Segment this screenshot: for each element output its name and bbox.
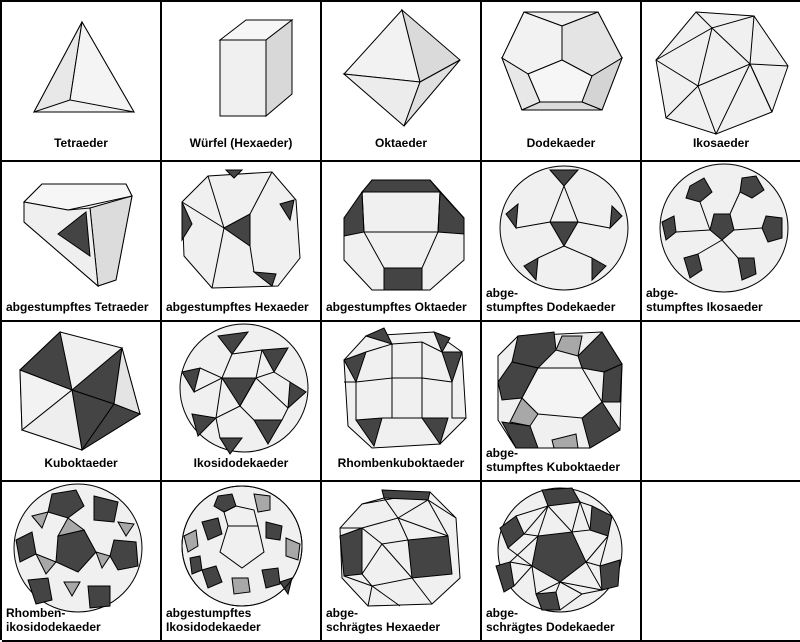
abgestumpftes-hexaeder-figure — [181, 169, 301, 289]
rhombenkuboktaeder-figure — [343, 327, 467, 449]
label-abgestumpftes-hexaeder: abgestumpftes Hexaeder — [166, 300, 309, 314]
cell-ikosidodekaeder: Ikosidodekaeder — [162, 322, 322, 482]
cell-rhombenkuboktaeder: Rhombenkuboktaeder — [322, 322, 482, 482]
label-abgestumpftes-ikosaeder: abge- stumpftes Ikosaeder — [646, 286, 763, 314]
ikosaeder-figure — [655, 11, 789, 136]
cell-abgestumpftes-ikosidodekaeder: abgestumpftes Ikosidodekaeder — [162, 482, 322, 642]
label-abgestumpftes-dodekaeder: abge- stumpftes Dodekaeder — [486, 286, 616, 314]
rhombenikosidodekaeder-figure — [13, 483, 143, 613]
label-ikosidodekaeder: Ikosidodekaeder — [193, 456, 289, 470]
label-oktaeder: Oktaeder — [374, 136, 428, 150]
label-rhombenikosidodekaeder: Rhomben- ikosidodekaeder — [6, 606, 101, 634]
kuboktaeder-figure — [19, 331, 142, 452]
cell-dodekaeder: Dodekaeder — [482, 2, 642, 162]
cell-abgestumpftes-tetraeder: abgestumpftes Tetraeder — [2, 162, 162, 322]
cell-oktaeder: Oktaeder — [322, 2, 482, 162]
label-kuboktaeder: Kuboktaeder — [44, 456, 118, 470]
abgestumpftes-kuboktaeder-figure — [497, 331, 623, 449]
label-dodekaeder: Dodekaeder — [526, 136, 596, 150]
cell-tetraeder: Tetraeder — [2, 2, 162, 162]
label-abgestumpftes-kuboktaeder: abge- stumpftes Kuboktaeder — [486, 446, 621, 474]
cell-rhombenikosidodekaeder: Rhomben- ikosidodekaeder — [2, 482, 162, 642]
dodekaeder-figure — [501, 11, 623, 111]
label-rhombenkuboktaeder: Rhombenkuboktaeder — [337, 456, 465, 470]
label-abgestumpftes-tetraeder: abgestumpftes Tetraeder — [6, 300, 149, 314]
cell-empty-row4 — [642, 482, 800, 642]
cell-abgestumpftes-oktaeder: abgestumpftes Oktaeder — [322, 162, 482, 322]
label-abgeschraegtes-dodekaeder: abge- schrägtes Dodekaeder — [486, 606, 615, 634]
cell-abgestumpftes-kuboktaeder: abge- stumpftes Kuboktaeder — [482, 322, 642, 482]
oktaeder-figure — [342, 8, 461, 127]
cell-abgeschraegtes-dodekaeder: abge- schrägtes Dodekaeder — [482, 482, 642, 642]
abgestumpftes-ikosaeder-figure — [659, 163, 789, 293]
cell-empty-row3 — [642, 322, 800, 482]
ikosidodekaeder-figure — [179, 323, 309, 455]
cell-ikosaeder: Ikosaeder — [642, 2, 800, 162]
cell-kuboktaeder: Kuboktaeder — [2, 322, 162, 482]
abgestumpftes-dodekaeder-figure — [499, 165, 629, 291]
label-abgestumpftes-ikosidodekaeder: abgestumpftes Ikosidodekaeder — [166, 606, 261, 634]
cell-abgestumpftes-ikosaeder: abge- stumpftes Ikosaeder — [642, 162, 800, 322]
label-abgestumpftes-oktaeder: abgestumpftes Oktaeder — [326, 300, 467, 314]
label-wuerfel: Würfel (Hexaeder) — [189, 136, 293, 150]
cell-wuerfel: Würfel (Hexaeder) — [162, 2, 322, 162]
abgestumpftes-tetraeder-figure — [22, 183, 133, 288]
cell-abgestumpftes-hexaeder: abgestumpftes Hexaeder — [162, 162, 322, 322]
abgestumpftes-ikosidodekaeder-figure — [181, 485, 303, 607]
wuerfel-figure — [218, 18, 294, 118]
abgeschraegtes-dodekaeder-figure — [495, 487, 623, 613]
label-ikosaeder: Ikosaeder — [692, 136, 750, 150]
label-abgeschraegtes-hexaeder: abge- schrägtes Hexaeder — [326, 606, 441, 634]
cell-abgeschraegtes-hexaeder: abge- schrägtes Hexaeder — [322, 482, 482, 642]
abgeschraegtes-hexaeder-figure — [339, 489, 461, 607]
cell-abgestumpftes-dodekaeder: abge- stumpftes Dodekaeder — [482, 162, 642, 322]
abgestumpftes-oktaeder-figure — [343, 179, 465, 291]
tetraeder-figure — [32, 20, 135, 113]
label-tetraeder: Tetraeder — [54, 136, 108, 150]
